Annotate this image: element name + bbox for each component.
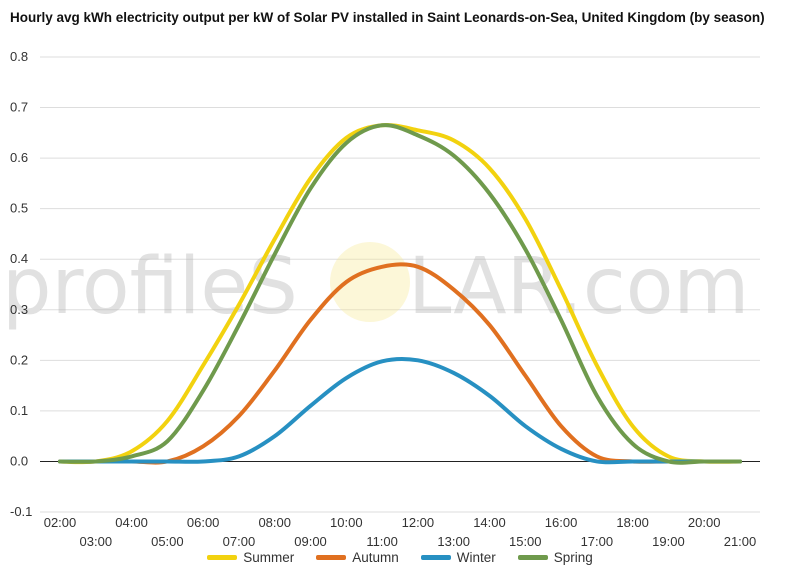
watermark-left: profileS [2, 242, 298, 332]
x-tick-label: 12:00 [402, 515, 435, 530]
x-tick-label: 06:00 [187, 515, 220, 530]
y-tick-label: 0.3 [10, 302, 28, 317]
x-tick-label: 11:00 [366, 534, 398, 549]
chart-title: Hourly avg kWh electricity output per kW… [10, 10, 765, 25]
x-tick-label: 19:00 [652, 534, 685, 549]
legend: Summer Autumn Winter Spring [0, 550, 800, 565]
y-tick-label: 0.5 [10, 201, 28, 216]
y-tick-label: 0.8 [10, 49, 28, 64]
watermark-sun-icon [330, 242, 410, 322]
series-line-winter [58, 357, 742, 465]
x-tick-label: 02:00 [44, 515, 77, 530]
x-tick-label: 17:00 [581, 534, 614, 549]
x-tick-label: 15:00 [509, 534, 542, 549]
x-tick-label: 21:00 [724, 534, 757, 549]
legend-item-spring[interactable]: Spring [517, 550, 593, 565]
y-tick-label: 0.2 [10, 352, 28, 367]
legend-swatch [517, 555, 548, 560]
x-axis: 02:0003:0004:0005:0006:0007:0008:0009:00… [44, 515, 757, 549]
y-tick-label: 0.4 [10, 251, 28, 266]
legend-label: Summer [243, 550, 295, 565]
legend-item-summer[interactable]: Summer [207, 550, 294, 565]
legend-item-autumn[interactable]: Autumn [316, 550, 399, 565]
x-tick-label: 20:00 [688, 515, 721, 530]
legend-label: Winter [456, 550, 496, 565]
x-tick-label: 03:00 [80, 534, 113, 549]
x-tick-label: 14:00 [473, 515, 506, 530]
legend-swatch [420, 555, 451, 560]
x-tick-label: 08:00 [258, 515, 291, 530]
series-line-spring [58, 123, 742, 465]
legend-label: Spring [553, 550, 593, 565]
y-axis: -0.1 0.0 0.1 0.2 0.3 0.4 0.5 0.6 0.7 0.8 [10, 49, 32, 519]
legend-label: Autumn [352, 550, 399, 565]
legend-item-winter[interactable]: Winter [420, 550, 496, 565]
x-tick-label: 10:00 [330, 515, 363, 530]
x-tick-label: 16:00 [545, 515, 578, 530]
y-tick-label: 0.1 [10, 403, 28, 418]
y-tick-label: 0.0 [10, 453, 28, 468]
y-tick-label: 0.6 [10, 150, 28, 165]
x-tick-label: 13:00 [437, 534, 470, 549]
series-lines [58, 123, 742, 465]
line-chart: profileS LAR.com -0.1 0.0 0.1 0.2 0.3 0.4 0.5 0… [2, 49, 760, 549]
y-tick-label: 0.7 [10, 100, 28, 115]
x-tick-label: 05:00 [151, 534, 184, 549]
legend-swatch [207, 555, 238, 560]
y-tick-label: -0.1 [10, 504, 32, 519]
x-tick-label: 18:00 [616, 515, 649, 530]
x-tick-label: 07:00 [223, 534, 256, 549]
watermark-right: LAR.com [408, 242, 749, 332]
legend-swatch [316, 555, 347, 560]
x-tick-label: 04:00 [115, 515, 148, 530]
x-tick-label: 09:00 [294, 534, 327, 549]
